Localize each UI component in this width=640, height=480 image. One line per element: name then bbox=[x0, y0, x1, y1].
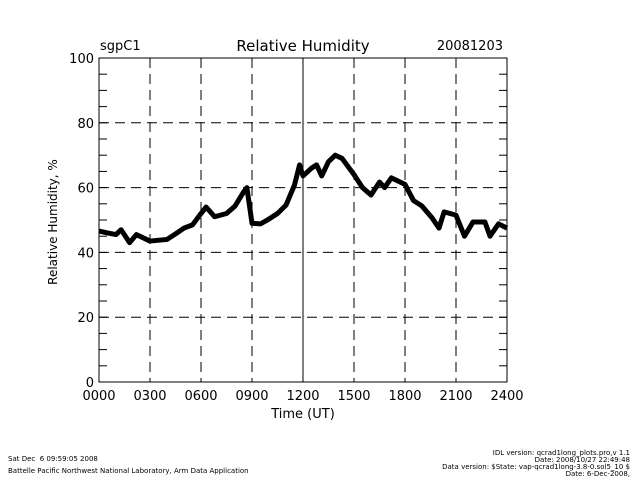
site-label: sgpC1 bbox=[100, 39, 141, 54]
x-tick-label: 2100 bbox=[439, 389, 472, 404]
footer-timestamp: Sat Dec 6 09:59:05 2008 bbox=[8, 455, 98, 463]
footer-institution: Battelle Pacific Northwest National Labo… bbox=[8, 467, 249, 475]
x-tick-label: 1500 bbox=[337, 389, 370, 404]
rh-chart: 0000 0300 0600 0900 1200 1500 1800 2100 2400 0 20 4… bbox=[46, 37, 524, 422]
y-tick-label: 60 bbox=[77, 182, 94, 197]
x-tick-label: 1200 bbox=[286, 389, 319, 404]
date-label: 20081203 bbox=[437, 39, 503, 54]
footer-idl-date: Date: 2008/10/27 22:49:48 bbox=[534, 456, 630, 464]
series-line-relative-humidity bbox=[98, 152, 509, 246]
chart-title: Relative Humidity bbox=[236, 37, 369, 55]
x-tick-label: 0600 bbox=[184, 389, 217, 404]
y-axis-label: Relative Humidity, % bbox=[46, 159, 60, 285]
footer-idl-version: IDL version: qcrad1long_plots.pro,v 1.1 bbox=[492, 449, 630, 457]
y-tick-label: 20 bbox=[77, 311, 94, 326]
x-tick-label: 2400 bbox=[490, 389, 523, 404]
footer-data-date: Date: 6-Dec-2008, bbox=[565, 470, 630, 478]
x-axis-label: Time (UT) bbox=[270, 407, 335, 422]
x-tick-label: 0000 bbox=[82, 389, 115, 404]
footer-data-version: Data version: $State: vap-qcrad1long-3.8… bbox=[442, 463, 630, 471]
x-tick-label: 1800 bbox=[388, 389, 421, 404]
plot-frame bbox=[98, 57, 508, 383]
x-tick-label: 0300 bbox=[133, 389, 166, 404]
y-tick-label: 40 bbox=[77, 246, 94, 261]
y-tick-label: 100 bbox=[69, 52, 94, 67]
x-tick-label: 0900 bbox=[235, 389, 268, 404]
y-tick-label: 0 bbox=[86, 376, 94, 391]
y-tick-label: 80 bbox=[77, 117, 94, 132]
